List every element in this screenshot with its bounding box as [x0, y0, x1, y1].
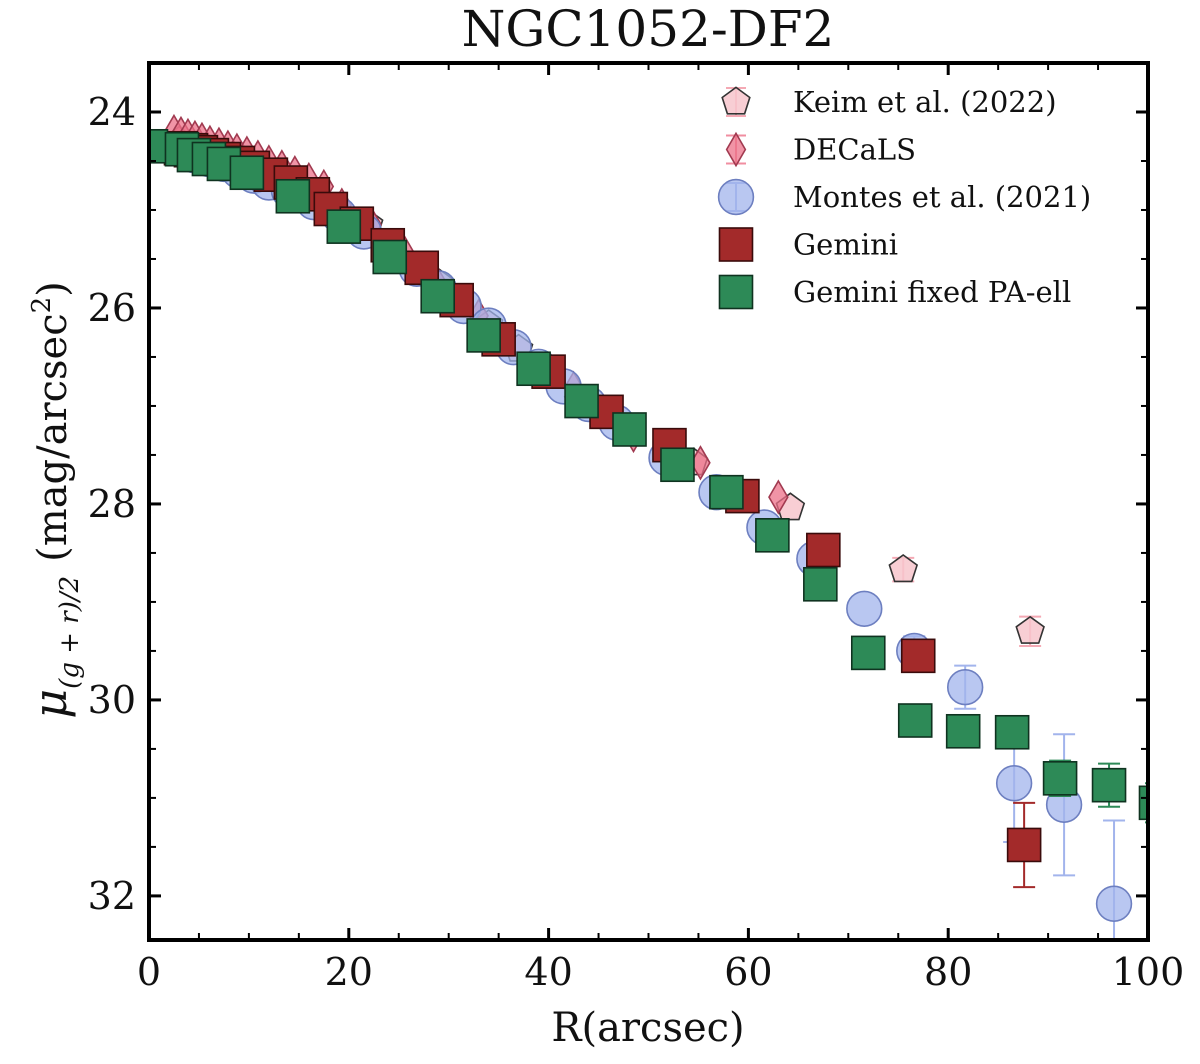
legend-marker	[718, 227, 754, 262]
x-tick-label: 20	[325, 950, 373, 994]
data-point	[850, 635, 886, 671]
data-point	[1091, 767, 1127, 803]
chart-title: NGC1052-DF2	[462, 0, 835, 58]
y-axis-superscript: 2	[27, 297, 57, 314]
y-tick-label: 28	[88, 482, 136, 526]
y-axis-close: )	[30, 281, 76, 297]
y-tick-label: 32	[88, 874, 136, 918]
data-point	[660, 447, 695, 483]
series-gemini-fixed-pa-ell	[149, 128, 1148, 824]
x-tick-label: 80	[924, 950, 972, 994]
legend-item: Montes et al. (2021)	[717, 178, 1091, 216]
series-montes-et-al-2021	[160, 131, 1133, 940]
data-point	[995, 765, 1033, 802]
data-point	[768, 479, 789, 515]
data-point	[275, 178, 311, 214]
legend: Keim et al. (2022) DECaLS Montes et al. (2…	[717, 85, 1091, 310]
x-axis-label: R(arcsec)	[551, 1005, 744, 1051]
data-point	[1042, 761, 1078, 796]
axis-ticks: 0 20 40 60 80 100 24 26 28 30 32	[88, 62, 1185, 994]
legend-label: Montes et al. (2021)	[793, 180, 1091, 214]
data-point	[612, 412, 647, 447]
legend-label: Gemini fixed PA-ell	[793, 275, 1071, 309]
data-point	[420, 278, 456, 314]
data-point	[994, 714, 1030, 750]
series-group	[149, 113, 1148, 940]
data-point	[1138, 785, 1148, 821]
legend-marker	[721, 86, 751, 115]
data-point	[1095, 885, 1133, 922]
y-axis-subscript: (g + r)/2	[55, 576, 85, 689]
data-point	[372, 239, 408, 275]
data-point	[897, 703, 933, 738]
data-point	[900, 638, 936, 674]
legend-label: Keim et al. (2022)	[793, 85, 1057, 119]
data-point	[564, 383, 599, 419]
y-axis-unit: (mag/arcsec	[30, 313, 76, 561]
legend-marker	[717, 178, 755, 216]
x-tick-label: 0	[137, 950, 161, 994]
data-point	[803, 567, 838, 602]
data-point	[404, 250, 440, 286]
y-axis-label: μ(g + r)/2 (mag/arcsec2)	[23, 281, 85, 718]
data-point	[945, 713, 981, 749]
data-point	[516, 351, 551, 387]
legend-marker	[725, 131, 747, 168]
x-tick-label: 60	[724, 950, 772, 994]
data-point	[846, 590, 883, 627]
legend-item: Keim et al. (2022)	[721, 85, 1057, 119]
x-tick-label: 100	[1112, 950, 1185, 994]
y-axis-symbol: μ	[23, 689, 77, 719]
data-point	[466, 318, 501, 353]
data-point	[888, 554, 919, 583]
legend-item: Gemini	[718, 227, 898, 262]
y-tick-label: 30	[88, 678, 136, 722]
legend-label: DECaLS	[793, 133, 916, 167]
y-tick-label: 26	[88, 286, 136, 330]
data-point	[1015, 615, 1045, 644]
data-point	[229, 155, 265, 191]
legend-item: Gemini fixed PA-ell	[718, 274, 1071, 310]
data-point	[946, 668, 984, 706]
legend-label: Gemini	[793, 228, 898, 262]
y-tick-label: 24	[88, 90, 136, 134]
series-gemini	[163, 130, 1042, 889]
data-point	[1006, 827, 1042, 863]
data-point	[709, 474, 744, 510]
data-point	[326, 209, 362, 244]
data-point	[806, 532, 841, 568]
plot-area	[149, 113, 1148, 940]
data-point	[755, 518, 790, 553]
x-tick-label: 40	[524, 950, 572, 994]
legend-item: DECaLS	[725, 131, 916, 168]
legend-marker	[718, 274, 754, 310]
